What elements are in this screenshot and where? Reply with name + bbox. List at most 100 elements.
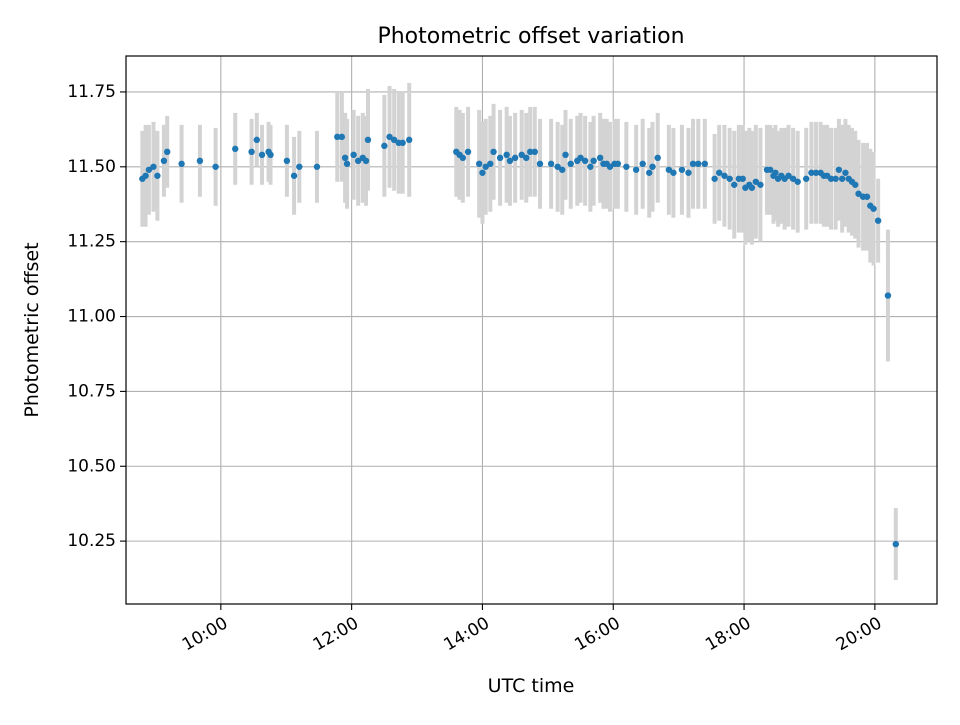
data-point: [145, 166, 153, 173]
data-points: [139, 133, 899, 548]
data-point: [142, 172, 149, 179]
data-point: [748, 184, 756, 191]
data-point: [701, 160, 709, 168]
data-point: [405, 136, 413, 144]
data-point: [343, 160, 351, 168]
data-point: [884, 292, 892, 299]
data-point: [606, 163, 614, 170]
data-point: [716, 169, 723, 176]
data-point: [386, 133, 393, 141]
data-point: [232, 145, 239, 153]
data-point: [196, 157, 204, 165]
data-point: [757, 181, 764, 188]
data-point: [827, 175, 835, 182]
y-tick-label: 11.25: [67, 232, 116, 252]
data-point: [518, 151, 525, 159]
data-point: [785, 172, 792, 179]
y-tick-label: 10.50: [67, 456, 116, 476]
data-point: [464, 148, 472, 156]
data-point: [581, 157, 589, 165]
data-point: [767, 166, 774, 173]
data-point: [511, 154, 519, 162]
data-point: [721, 172, 728, 179]
data-point: [855, 190, 862, 197]
data-point: [475, 160, 483, 168]
data-point: [248, 148, 255, 156]
data-point: [590, 157, 597, 165]
y-axis-ticks: 10.25 10.50 10.75 11.00 11.25 11.50 11.75: [67, 82, 126, 551]
data-point: [178, 160, 185, 168]
data-point: [503, 151, 510, 159]
data-point: [794, 178, 801, 185]
data-point: [490, 148, 497, 156]
data-point: [313, 163, 321, 170]
data-point: [739, 175, 746, 182]
data-point: [479, 169, 486, 176]
data-point: [283, 157, 291, 165]
data-point: [487, 160, 494, 168]
data-point: [341, 154, 349, 162]
data-point: [577, 154, 584, 162]
plot-frame: [125, 55, 938, 605]
data-point: [531, 148, 538, 156]
data-point: [596, 154, 604, 162]
data-point: [678, 166, 686, 173]
data-point: [559, 166, 566, 173]
data-point: [808, 169, 815, 176]
data-point: [842, 169, 849, 176]
data-point: [711, 175, 718, 182]
data-point: [832, 175, 839, 182]
data-point: [523, 154, 530, 162]
data-point: [685, 169, 692, 176]
data-point: [649, 163, 656, 170]
data-point: [639, 160, 646, 168]
data-point: [496, 154, 504, 162]
y-tick-label: 11.50: [67, 157, 116, 177]
data-point: [160, 157, 168, 165]
data-point: [623, 163, 630, 170]
data-point: [334, 133, 341, 141]
data-point: [632, 166, 640, 173]
data-point: [646, 169, 653, 176]
data-point: [614, 160, 622, 168]
data-point: [789, 175, 797, 182]
data-point: [587, 163, 594, 170]
data-point: [150, 163, 157, 170]
data-point: [731, 181, 738, 188]
data-point: [154, 172, 161, 179]
data-point: [654, 154, 661, 162]
data-point: [354, 157, 362, 165]
data-point: [164, 148, 171, 156]
data-point: [267, 151, 274, 159]
data-point: [253, 136, 261, 144]
data-point: [212, 163, 219, 170]
data-point: [835, 166, 843, 173]
data-point: [399, 139, 406, 147]
y-tick-label: 10.25: [67, 531, 116, 551]
y-tick-label: 11.75: [67, 82, 116, 102]
data-point: [296, 163, 303, 170]
data-point: [547, 160, 555, 168]
data-point: [670, 169, 677, 176]
data-point: [350, 151, 357, 159]
data-point: [536, 160, 544, 168]
y-axis-label: Photometric offset: [21, 242, 43, 417]
data-point: [874, 217, 882, 224]
data-point: [554, 163, 561, 170]
data-point: [390, 136, 398, 144]
data-point: [665, 166, 673, 173]
data-point: [258, 151, 266, 159]
x-axis-label: UTC time: [488, 675, 575, 697]
data-point: [752, 178, 760, 185]
y-tick-label: 10.75: [67, 381, 116, 401]
data-point: [812, 169, 820, 176]
data-point: [364, 136, 372, 144]
data-point: [459, 154, 467, 162]
data-point: [362, 157, 370, 165]
data-point: [290, 172, 298, 179]
data-point: [526, 148, 534, 156]
data-point: [838, 175, 846, 182]
